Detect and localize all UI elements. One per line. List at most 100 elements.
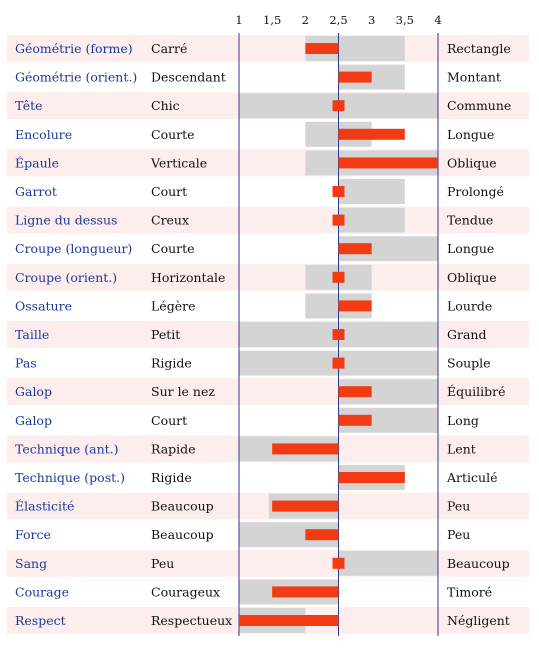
trait-label: Force <box>15 527 51 542</box>
high-label: Grand <box>447 327 486 342</box>
high-label: Commune <box>447 98 511 113</box>
trait-label: Courage <box>15 584 69 599</box>
low-label: Horizontale <box>151 270 225 285</box>
row-band <box>7 406 529 434</box>
value-bar <box>332 186 345 197</box>
value-bar <box>338 71 372 83</box>
trait-label: Pas <box>15 356 37 371</box>
value-bar <box>338 386 372 398</box>
row-labels: Géométrie (forme) Carré Rectangle Géométrie… <box>15 41 511 628</box>
trait-label: Galop <box>15 384 52 399</box>
high-label: Montant <box>447 70 501 85</box>
trait-label: Garrot <box>15 184 57 199</box>
trait-label: Croupe (longueur) <box>15 241 132 256</box>
value-bar <box>338 414 372 426</box>
trait-label: Galop <box>15 413 52 428</box>
value-bar <box>332 214 345 226</box>
value-bar <box>332 329 345 340</box>
trait-label: Encolure <box>15 127 72 142</box>
low-label: Creux <box>151 213 189 228</box>
high-label: Oblique <box>447 155 497 170</box>
high-label: Oblique <box>447 270 497 285</box>
trait-label: Technique (ant.) <box>15 441 119 456</box>
high-label: Longue <box>447 241 494 256</box>
row-band <box>7 292 529 320</box>
trait-label: Taille <box>15 327 49 342</box>
row-band <box>7 149 529 177</box>
trait-label: Épaule <box>15 155 59 170</box>
trait-label: Géométrie (forme) <box>15 41 133 56</box>
x-tick-label: 1 <box>235 13 242 27</box>
value-bar <box>338 128 405 140</box>
x-tick-label: 4 <box>434 13 441 27</box>
high-label: Beaucoup <box>447 556 510 571</box>
x-tick-label: 3 <box>368 13 375 27</box>
value-bar <box>338 157 438 169</box>
high-label: Équilibré <box>447 384 506 399</box>
value-bar <box>338 472 405 483</box>
row-band <box>7 35 529 62</box>
trait-label: Tête <box>15 98 43 113</box>
low-label: Descendant <box>151 70 226 85</box>
low-label: Chic <box>151 98 180 113</box>
trait-label: Sang <box>15 556 47 571</box>
value-bar <box>272 500 339 512</box>
value-bar <box>332 357 345 369</box>
high-label: Négligent <box>447 613 510 628</box>
value-bar <box>239 615 339 626</box>
x-tick-label: 2,5 <box>329 13 347 27</box>
low-label: Beaucoup <box>151 527 214 542</box>
x-tick-labels: 1 1,5 2 2,5 3 3,5 4 <box>235 13 441 27</box>
range-bar <box>338 179 405 204</box>
trait-label: Croupe (orient.) <box>15 270 117 285</box>
row-band <box>7 464 529 491</box>
row-band <box>7 63 529 91</box>
high-label: Rectangle <box>447 41 511 56</box>
high-label: Prolongé <box>447 184 504 199</box>
low-label: Rigide <box>151 470 192 485</box>
value-bar <box>338 243 372 255</box>
value-bars <box>239 43 438 626</box>
row-band <box>7 263 529 291</box>
low-label: Respectueux <box>151 613 232 628</box>
x-tick-label: 1,5 <box>263 13 281 27</box>
low-label: Courte <box>151 127 195 142</box>
range-bar <box>338 207 405 233</box>
low-label: Court <box>151 184 187 199</box>
row-bands <box>7 35 529 634</box>
trait-label: Respect <box>15 613 66 628</box>
value-bar <box>338 300 372 312</box>
low-label: Courageux <box>151 584 220 599</box>
value-bar <box>332 557 345 569</box>
row-band <box>7 120 529 148</box>
high-label: Peu <box>447 527 470 542</box>
value-bar <box>272 586 339 598</box>
high-label: Souple <box>447 356 491 371</box>
high-label: Long <box>447 413 479 428</box>
trait-label: Élasticité <box>15 499 74 514</box>
row-band <box>7 178 529 205</box>
high-label: Lent <box>447 441 476 456</box>
low-label: Rapide <box>151 441 196 456</box>
value-bar <box>305 43 339 54</box>
low-label: Courte <box>151 241 195 256</box>
low-label: Légère <box>151 298 195 313</box>
x-tick-label: 2 <box>302 13 309 27</box>
low-label: Sur le nez <box>151 384 215 399</box>
x-tick-label: 3,5 <box>396 13 414 27</box>
low-label: Beaucoup <box>151 499 214 514</box>
trait-label: Ligne du dessus <box>15 213 117 228</box>
row-band <box>7 206 529 234</box>
high-label: Lourde <box>447 298 492 313</box>
low-label: Rigide <box>151 356 192 371</box>
trait-label: Technique (post.) <box>15 470 125 485</box>
range-bar <box>338 550 438 576</box>
high-label: Articulé <box>446 470 497 485</box>
low-label: Peu <box>151 556 174 571</box>
high-label: Timoré <box>447 584 492 599</box>
row-band <box>7 549 529 577</box>
value-bar <box>272 443 339 455</box>
high-label: Peu <box>447 499 470 514</box>
trait-label: Géométrie (orient.) <box>15 70 137 85</box>
